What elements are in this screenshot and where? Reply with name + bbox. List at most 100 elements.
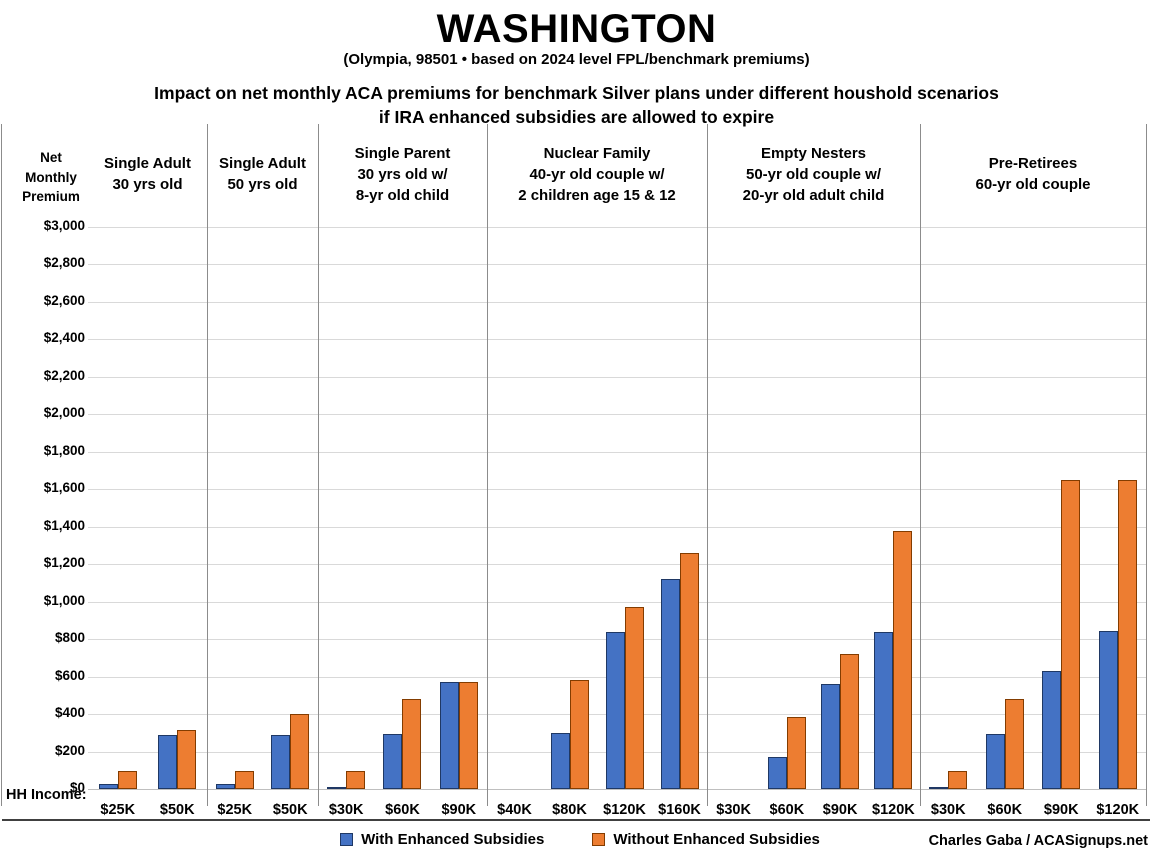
y-axis-title: Net Monthly Premium xyxy=(22,150,80,205)
income-slot: $25K xyxy=(207,124,263,819)
bar-without-subsidies xyxy=(117,771,137,789)
y-tick-label: $1,200 xyxy=(43,555,85,571)
scenario-panel-1: Single Adult 30 yrs old $25K $50K xyxy=(88,124,207,819)
scenario-header: Single Adult 50 yrs old xyxy=(219,155,306,193)
income-slot: $80K xyxy=(542,124,597,819)
income-slot: $90K xyxy=(431,124,487,819)
legend-items: With Enhanced Subsidies Without Enhanced… xyxy=(330,831,830,848)
y-tick-label: $2,600 xyxy=(43,292,85,308)
income-tick-label: $50K xyxy=(159,802,195,818)
y-tick-label: $600 xyxy=(54,667,85,683)
y-tick-label: $2,400 xyxy=(43,330,85,346)
chart-heading: Impact on net monthly ACA premiums for b… xyxy=(154,83,999,128)
scenario-panel-2: Single Adult 50 yrs old $25K $50K xyxy=(207,124,318,819)
bar-without-subsidies xyxy=(569,680,589,789)
bar-without-subsidies xyxy=(290,714,310,789)
scenario-separator xyxy=(707,124,708,806)
y-tick-label: $2,000 xyxy=(43,405,85,421)
income-slot: $160K xyxy=(652,124,707,819)
chart-bottom-border xyxy=(2,819,1150,821)
bar-with-subsidies xyxy=(985,733,1005,789)
scenario-header: Single Parent 30 yrs old w/ 8-yr old chi… xyxy=(354,144,451,204)
bar-without-subsidies xyxy=(679,552,699,789)
gridline-2400 xyxy=(88,339,1146,341)
bar-with-subsidies xyxy=(1098,630,1118,789)
bar-without-subsidies xyxy=(402,699,422,789)
bar-without-subsidies xyxy=(786,716,806,789)
income-slot: $120K xyxy=(1090,124,1147,819)
income-tick-label: $60K xyxy=(987,802,1023,818)
bar-with-subsidies xyxy=(215,783,235,789)
bar-with-subsidies xyxy=(327,787,347,789)
income-tick-label: $25K xyxy=(100,802,136,818)
y-tick-label: $200 xyxy=(54,742,85,758)
y-tick-label: $2,800 xyxy=(43,255,85,271)
income-slot: $50K xyxy=(148,124,208,819)
income-slot: $50K xyxy=(263,124,319,819)
income-slot: $30K xyxy=(318,124,374,819)
income-tick-label: $120K xyxy=(1096,802,1140,818)
y-tick-label: $400 xyxy=(54,705,85,721)
income-slot: $25K xyxy=(88,124,148,819)
income-slot: $120K xyxy=(597,124,652,819)
y-tick-label: $1,000 xyxy=(43,592,85,608)
income-tick-label: $60K xyxy=(769,802,805,818)
bar-with-subsidies xyxy=(767,756,787,789)
bar-without-subsidies xyxy=(346,771,366,789)
bar-without-subsidies xyxy=(1117,479,1137,789)
legend-without-label: Without Enhanced Subsidies xyxy=(613,831,820,848)
scenario-separator xyxy=(207,124,208,806)
income-slot: $60K xyxy=(760,124,813,819)
income-tick-label: $60K xyxy=(385,802,420,818)
gridline-1400 xyxy=(88,526,1146,528)
with-subsidies-swatch-icon xyxy=(340,833,354,846)
bar-without-subsidies xyxy=(1004,699,1024,789)
scenario-panel-4: Nuclear Family 40-yr old couple w/ 2 chi… xyxy=(487,124,707,819)
income-tick-label: $80K xyxy=(552,802,587,818)
gridline-1000 xyxy=(88,601,1146,603)
legend-item-with: With Enhanced Subsidies xyxy=(340,831,544,848)
page-title: WASHINGTON xyxy=(436,7,717,51)
y-tick-label: $1,800 xyxy=(43,442,85,458)
income-slot: $30K xyxy=(920,124,977,819)
legend-with-label: With Enhanced Subsidies xyxy=(361,831,545,848)
y-tick-label: $2,200 xyxy=(43,367,85,383)
bar-without-subsidies xyxy=(893,530,913,789)
hh-income-label: HH Income: xyxy=(6,787,87,803)
bar-with-subsidies xyxy=(98,783,118,789)
income-tick-label: $30K xyxy=(716,802,751,818)
gridline-1800 xyxy=(88,451,1146,453)
y-tick-label: $1,600 xyxy=(43,480,85,496)
legend-item-without: Without Enhanced Subsidies xyxy=(592,831,820,848)
scenario-separator xyxy=(920,124,921,806)
bar-with-subsidies xyxy=(660,579,680,789)
bar-with-subsidies xyxy=(874,631,894,789)
bar-without-subsidies xyxy=(458,682,478,789)
scenario-panel-6: Pre-Retirees 60-yr old couple $30K $60K $90… xyxy=(920,124,1146,819)
bar-with-subsidies xyxy=(383,733,403,789)
income-slot: $30K xyxy=(707,124,760,819)
y-tick-label: $3,000 xyxy=(43,218,85,233)
chart-right-border xyxy=(1146,124,1147,806)
bar-without-subsidies xyxy=(948,771,968,789)
chart-left-border xyxy=(1,124,2,806)
gridline-2600 xyxy=(88,301,1146,303)
scenario-panel-3: Single Parent 30 yrs old w/ 8-yr old chi… xyxy=(318,124,487,819)
income-slot: $60K xyxy=(977,124,1034,819)
without-subsidies-swatch-icon xyxy=(592,833,606,846)
y-tick-label: $0 xyxy=(69,780,85,795)
income-tick-label: $40K xyxy=(497,802,532,818)
legend: With Enhanced Subsidies Without Enhanced… xyxy=(0,831,1153,855)
income-tick-label: $90K xyxy=(1043,802,1079,818)
y-tick-label: $800 xyxy=(54,630,85,646)
bar-with-subsidies xyxy=(158,734,178,789)
y-tick-label: $1,400 xyxy=(43,517,85,533)
scenario-header: Nuclear Family 40-yr old couple w/ 2 chi… xyxy=(518,144,676,204)
attribution: Charles Gaba / ACASignups.net xyxy=(928,833,1148,849)
scenario-separator xyxy=(318,124,319,806)
bar-without-subsidies xyxy=(177,729,197,789)
bar-with-subsidies xyxy=(439,682,459,789)
gridline-2800 xyxy=(88,264,1146,266)
bar-with-subsidies xyxy=(821,684,841,789)
income-tick-label: $120K xyxy=(872,802,915,818)
